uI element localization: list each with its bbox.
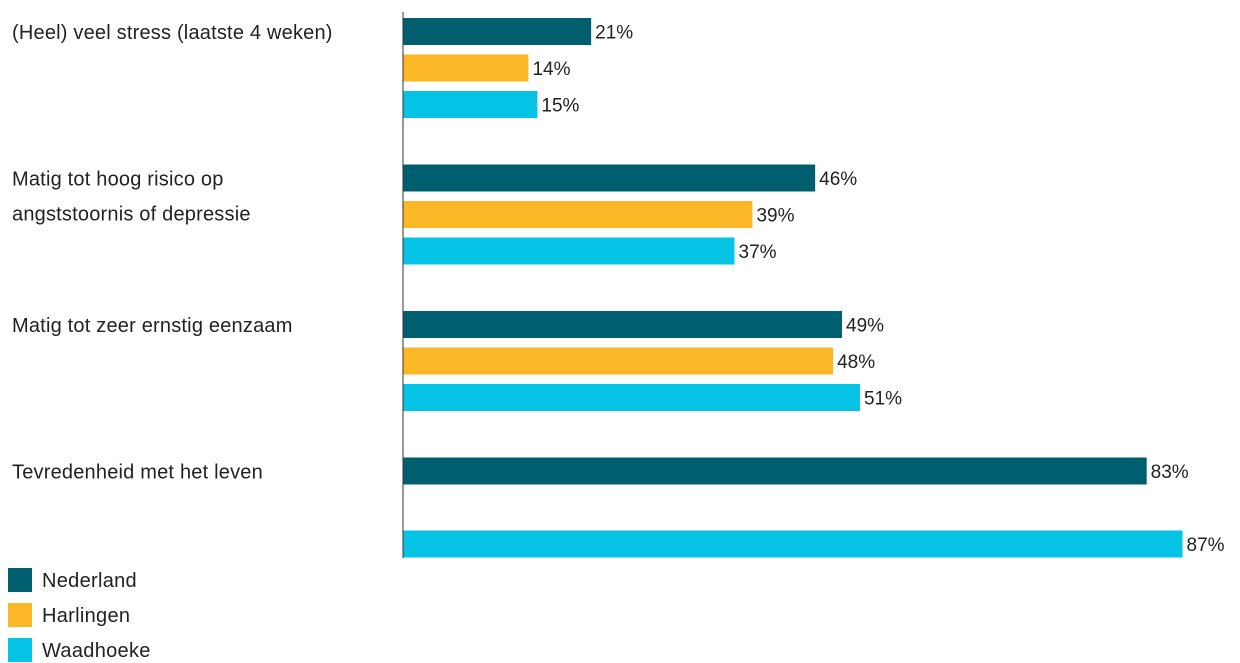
bar-waadhoeke: [403, 91, 538, 118]
legend-label: Harlingen: [42, 605, 130, 627]
data-label: 15%: [541, 96, 579, 117]
bar-waadhoeke: [403, 530, 1183, 558]
bar-harlingen: [403, 347, 834, 375]
data-label: 21%: [595, 23, 633, 44]
bar-waadhoeke: [403, 384, 860, 411]
category-label-line: (Heel) veel stress (laatste 4 weken): [12, 22, 333, 44]
legend-swatch-harlingen: [8, 603, 32, 627]
data-label: 87%: [1187, 535, 1225, 556]
category-label: (Heel) veel stress (laatste 4 weken): [12, 22, 333, 44]
bar-nederland: [403, 164, 816, 192]
legend-label: Waadhoeke: [42, 640, 151, 662]
category-label-line: Matig tot zeer ernstig eenzaam: [12, 315, 293, 337]
bar-harlingen: [403, 201, 753, 228]
category-label: Matig tot hoog risico op angststoornis of…: [12, 169, 251, 226]
bar-nederland: [403, 18, 592, 45]
data-label: 37%: [739, 242, 777, 263]
bars-layer: [403, 18, 1183, 558]
data-label: 48%: [837, 352, 875, 373]
category-label: Matig tot zeer ernstig eenzaam: [12, 315, 293, 337]
legend-label: Nederland: [42, 570, 137, 592]
legend: Nederland Harlingen Waadhoeke: [8, 568, 151, 662]
bar-waadhoeke: [403, 237, 735, 265]
category-label-line: Tevredenheid met het leven: [12, 462, 263, 484]
legend-swatch-waadhoeke: [8, 638, 32, 662]
data-label: 14%: [532, 59, 570, 80]
data-label: 83%: [1151, 462, 1189, 483]
bar-nederland: [403, 311, 843, 338]
labels-layer: (Heel) veel stress (laatste 4 weken) 21% 1…: [12, 22, 1225, 556]
legend-swatch-nederland: [8, 568, 32, 592]
data-label: 49%: [846, 316, 884, 337]
category-label-line: Matig tot hoog risico op: [12, 169, 224, 191]
bar-harlingen: [403, 54, 529, 82]
category-label: Tevredenheid met het leven: [12, 462, 263, 484]
category-label-line: angststoornis of depressie: [12, 204, 251, 226]
data-label: 51%: [864, 389, 902, 410]
data-label: 39%: [756, 206, 794, 227]
data-label: 46%: [819, 169, 857, 190]
bar-nederland: [403, 457, 1147, 485]
